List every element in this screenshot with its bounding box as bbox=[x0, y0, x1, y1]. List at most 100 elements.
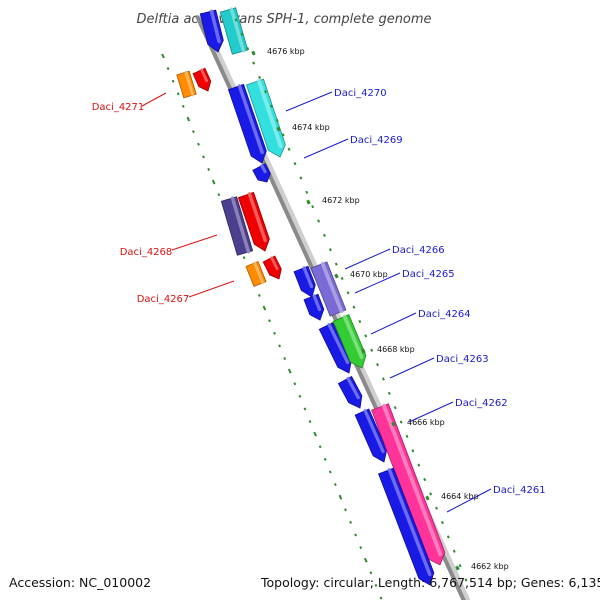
scale-tick-minor bbox=[293, 161, 297, 166]
scale-tick-minor bbox=[458, 564, 462, 568]
scale-tick-minor bbox=[246, 47, 250, 51]
track-dot bbox=[207, 167, 211, 171]
gene-feature-daci-4269-blue bbox=[252, 163, 271, 183]
scale-tick-major bbox=[306, 199, 311, 205]
track-dot bbox=[338, 494, 343, 500]
scale-tick-minor bbox=[352, 305, 356, 309]
track-dot bbox=[273, 331, 276, 335]
scale-tick-minor bbox=[275, 118, 279, 123]
gene-callout-daci-4271[interactable]: Daci_4271 bbox=[92, 92, 167, 113]
scale-tick-minor bbox=[411, 449, 415, 453]
track-dot bbox=[211, 179, 216, 185]
gene-label[interactable]: Daci_4267 bbox=[137, 294, 190, 305]
track-dot bbox=[268, 319, 271, 323]
gene-feature-daci-4265-lavender bbox=[310, 261, 347, 317]
gene-label[interactable]: Daci_4262 bbox=[455, 398, 508, 409]
genome-title: Delftia acidovorans SPH-1, complete geno… bbox=[136, 12, 431, 27]
track-dot bbox=[379, 596, 383, 600]
track-dot bbox=[257, 293, 261, 297]
callout-line bbox=[171, 234, 218, 251]
gene-callout-daci-4264[interactable]: Daci_4264 bbox=[370, 309, 471, 335]
gene-label[interactable]: Daci_4264 bbox=[418, 309, 471, 320]
gene-label[interactable]: Daci_4263 bbox=[436, 354, 489, 365]
callout-line bbox=[389, 357, 435, 379]
scale-tick-minor bbox=[323, 233, 326, 237]
scale-tick-minor bbox=[452, 549, 456, 553]
scale-tick-major bbox=[251, 50, 256, 56]
scale-tick-minor bbox=[399, 420, 403, 424]
scale-tick-minor bbox=[340, 276, 344, 281]
scale-tick-minor bbox=[269, 104, 273, 108]
accession-text: Accession: NC_010002 bbox=[9, 575, 151, 590]
gene-feature-daci-4270-cyan bbox=[245, 78, 286, 158]
scale-tick-label: 4676 kbp bbox=[267, 47, 305, 56]
scale-tick-minor bbox=[405, 434, 409, 439]
gene-label[interactable]: Daci_4266 bbox=[392, 245, 445, 256]
scale-tick-minor bbox=[317, 219, 321, 223]
gene-label[interactable]: Daci_4268 bbox=[120, 247, 173, 258]
scale-tick-minor bbox=[381, 377, 385, 381]
callout-line bbox=[354, 272, 401, 294]
scale-tick-major bbox=[361, 348, 366, 354]
scale-tick-minor bbox=[429, 492, 433, 496]
scale-tick-major bbox=[391, 421, 396, 427]
track-dot bbox=[242, 256, 246, 260]
scale-tick-major bbox=[425, 495, 430, 501]
track-dot bbox=[217, 193, 221, 197]
callout-line bbox=[188, 280, 235, 298]
scale-tick-minor bbox=[376, 363, 379, 367]
gene-feature-daci-4261-blue bbox=[378, 467, 435, 586]
track-dot bbox=[186, 116, 191, 122]
gene-callout-daci-4265[interactable]: Daci_4265 bbox=[354, 269, 455, 294]
callout-line bbox=[344, 248, 391, 270]
gene-callout-daci-4262[interactable]: Daci_4262 bbox=[408, 398, 508, 423]
track-dot bbox=[298, 394, 302, 398]
scale-tick-minor bbox=[435, 506, 438, 510]
scale-tick-label: 4666 kbp bbox=[407, 418, 445, 427]
scale-tick-minor bbox=[364, 334, 368, 338]
scale-tick-minor bbox=[240, 32, 244, 36]
scale-tick-minor bbox=[299, 176, 303, 180]
scale-tick-minor bbox=[328, 248, 332, 252]
gene-callout-daci-4267[interactable]: Daci_4267 bbox=[137, 280, 235, 305]
gene-callout-daci-4263[interactable]: Daci_4263 bbox=[389, 354, 489, 379]
gene-callout-daci-4270[interactable]: Daci_4270 bbox=[285, 88, 387, 112]
gene-label-callouts[interactable]: Daci_4271 Daci_4270 Daci_4269 Daci_4268 Daci… bbox=[92, 88, 546, 513]
track-dot bbox=[349, 520, 352, 524]
callout-line bbox=[370, 312, 417, 335]
track-dot bbox=[181, 104, 185, 108]
gene-feature-daci-4263-blue bbox=[337, 375, 363, 409]
gene-callout-daci-4261[interactable]: Daci_4261 bbox=[446, 485, 546, 513]
gene-label[interactable]: Daci_4261 bbox=[493, 485, 546, 496]
scale-tick-minor bbox=[464, 578, 468, 582]
callout-line bbox=[408, 401, 454, 423]
scale-tick-minor bbox=[334, 262, 338, 266]
gene-feature-daci-4262-pink bbox=[371, 403, 446, 566]
callout-line bbox=[141, 92, 167, 107]
scale-tick-minor bbox=[234, 18, 238, 22]
gene-label[interactable]: Daci_4265 bbox=[402, 269, 455, 280]
gene-feature-daci-4266-blue bbox=[293, 265, 316, 298]
scale-tick-minor bbox=[264, 90, 267, 94]
callout-line bbox=[303, 138, 349, 159]
track-dot bbox=[171, 79, 175, 83]
scale-ticks: 4676 kbp 4674 kbp 4672 kbp 4670 kbp 4668 kbp… bbox=[234, 18, 509, 582]
gene-label[interactable]: Daci_4270 bbox=[334, 88, 387, 99]
track-dot bbox=[262, 305, 267, 311]
scale-tick-label: 4662 kbp bbox=[471, 562, 509, 571]
track-dot bbox=[354, 533, 358, 537]
scale-tick-label: 4670 kbp bbox=[350, 270, 388, 279]
track-dot bbox=[344, 508, 347, 512]
gene-feature-daci-4268-slate bbox=[220, 196, 254, 256]
gene-feature-top-cyan bbox=[219, 7, 249, 55]
scale-tick-minor bbox=[358, 319, 362, 324]
gene-callout-daci-4266[interactable]: Daci_4266 bbox=[344, 245, 445, 270]
track-dot bbox=[278, 344, 282, 348]
gene-label[interactable]: Daci_4271 bbox=[92, 102, 145, 113]
track-dot bbox=[293, 382, 297, 386]
gene-feature-daci-4266-blue-b bbox=[303, 293, 325, 321]
gene-feature-daci-4271-orange bbox=[176, 70, 197, 99]
gene-callout-daci-4268[interactable]: Daci_4268 bbox=[120, 234, 218, 258]
gene-callout-daci-4269[interactable]: Daci_4269 bbox=[303, 135, 403, 159]
gene-label[interactable]: Daci_4269 bbox=[350, 135, 403, 146]
